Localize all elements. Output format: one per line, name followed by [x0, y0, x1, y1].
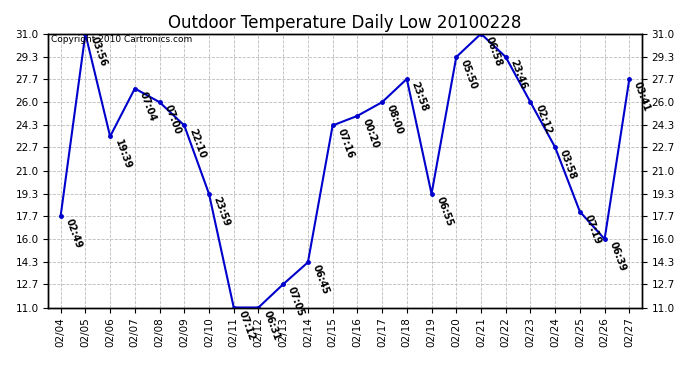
Text: 06:31: 06:31: [262, 309, 282, 342]
Text: 02:12: 02:12: [533, 104, 553, 136]
Text: 07:05: 07:05: [286, 286, 306, 318]
Text: 07:19: 07:19: [582, 213, 602, 246]
Text: 07:12: 07:12: [237, 309, 257, 342]
Text: 00:20: 00:20: [360, 117, 380, 150]
Text: 23:46: 23:46: [509, 58, 529, 91]
Text: Copyright 2010 Cartronics.com: Copyright 2010 Cartronics.com: [51, 35, 193, 44]
Text: 03:56: 03:56: [88, 35, 108, 68]
Text: 07:16: 07:16: [335, 127, 355, 159]
Text: 06:45: 06:45: [310, 264, 331, 296]
Text: 23:58: 23:58: [410, 80, 430, 113]
Text: 06:39: 06:39: [607, 240, 627, 273]
Text: 03:41: 03:41: [632, 80, 652, 113]
Text: 03:58: 03:58: [558, 149, 578, 182]
Text: 02:49: 02:49: [63, 217, 83, 250]
Text: 08:00: 08:00: [385, 104, 405, 136]
Text: 22:10: 22:10: [187, 127, 207, 159]
Text: 23:59: 23:59: [212, 195, 232, 228]
Text: 07:00: 07:00: [162, 104, 182, 136]
Text: 07:04: 07:04: [137, 90, 157, 123]
Text: 06:55: 06:55: [434, 195, 454, 228]
Text: 06:58: 06:58: [484, 35, 504, 68]
Text: 05:50: 05:50: [459, 58, 479, 91]
Title: Outdoor Temperature Daily Low 20100228: Outdoor Temperature Daily Low 20100228: [168, 14, 522, 32]
Text: 19:39: 19:39: [113, 138, 133, 170]
